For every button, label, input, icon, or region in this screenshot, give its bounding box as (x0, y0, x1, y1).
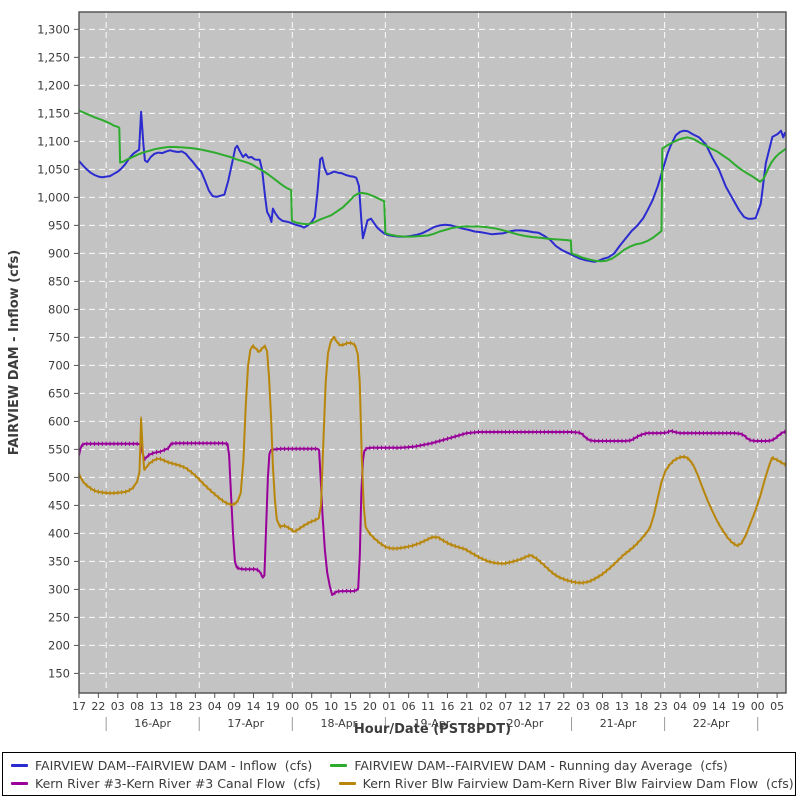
canal-flow-line-swatch (11, 781, 28, 785)
svg-text:900: 900 (48, 246, 70, 260)
svg-text:00: 00 (751, 700, 765, 713)
svg-text:650: 650 (48, 386, 70, 400)
svg-text:11: 11 (421, 700, 435, 713)
svg-text:05: 05 (305, 700, 319, 713)
svg-text:350: 350 (48, 554, 70, 568)
svg-text:18: 18 (169, 700, 183, 713)
svg-text:20: 20 (363, 700, 377, 713)
gridlines (79, 12, 786, 693)
svg-text:03: 03 (111, 700, 125, 713)
legend-label-blw-dam-flow: Kern River Blw Fairview Dam-Kern River B… (362, 775, 794, 791)
svg-text:01: 01 (382, 700, 396, 713)
y-axis-title: FAIRVIEW DAM - Inflow (cfs) (7, 249, 22, 456)
svg-text:22-Apr: 22-Apr (693, 717, 730, 730)
plot-background (79, 12, 786, 693)
svg-text:09: 09 (693, 700, 707, 713)
svg-text:22: 22 (91, 700, 105, 713)
series-3 (79, 335, 786, 585)
y-axis-ticks: 150 200 250 300 350 400 450 500 550 600 650 700 750 8… (37, 22, 79, 680)
x-axis-title: Hour/Date (PST8PDT) (353, 722, 512, 737)
legend-row-1: FAIRVIEW DAM--FAIRVIEW DAM - Inflow (cfs… (11, 758, 787, 773)
svg-text:19-Apr: 19-Apr (414, 717, 451, 730)
svg-text:10: 10 (324, 700, 338, 713)
svg-text:1,150: 1,150 (37, 106, 70, 120)
svg-text:250: 250 (48, 610, 70, 624)
blw-dam-flow-line-swatch (338, 781, 356, 785)
svg-text:02: 02 (479, 700, 493, 713)
svg-text:600: 600 (48, 414, 70, 428)
legend: FAIRVIEW DAM--FAIRVIEW DAM - Inflow (cfs… (2, 752, 796, 796)
svg-text:850: 850 (48, 274, 70, 288)
svg-text:13: 13 (150, 700, 164, 713)
svg-text:20-Apr: 20-Apr (507, 717, 544, 730)
svg-text:09: 09 (227, 700, 241, 713)
svg-text:200: 200 (48, 638, 70, 652)
date-labels: 16-Apr 17-Apr 18-Apr 19-Apr 20-Apr 21-Apr 22-A… (105, 717, 759, 731)
svg-text:450: 450 (48, 498, 70, 512)
svg-text:14: 14 (712, 700, 726, 713)
svg-text:07: 07 (499, 700, 513, 713)
legend-item-blw-dam-flow: Kern River Blw Fairview Dam-Kern River B… (338, 775, 794, 791)
svg-text:16-Apr: 16-Apr (134, 717, 171, 730)
svg-text:22: 22 (557, 700, 571, 713)
svg-text:15: 15 (343, 700, 357, 713)
svg-text:17: 17 (72, 700, 86, 713)
svg-text:1,300: 1,300 (37, 22, 70, 36)
svg-text:550: 550 (48, 442, 70, 456)
svg-text:23: 23 (654, 700, 668, 713)
svg-text:800: 800 (48, 302, 70, 316)
svg-text:21-Apr: 21-Apr (600, 717, 637, 730)
legend-row-2: Kern River #3-Kern River #3 Canal Flow (… (11, 776, 794, 791)
svg-text:150: 150 (48, 666, 70, 680)
svg-text:1,000: 1,000 (37, 190, 70, 204)
x-axis-ticks: 17 22 03 08 13 18 23 04 09 14 19 00 05 10 15 20 01 06 11 16… (72, 693, 784, 713)
svg-text:08: 08 (596, 700, 610, 713)
inflow-line-swatch (11, 763, 28, 767)
svg-text:12: 12 (518, 700, 532, 713)
svg-text:23: 23 (188, 700, 202, 713)
svg-text:950: 950 (48, 218, 70, 232)
svg-text:14: 14 (247, 700, 261, 713)
svg-text:750: 750 (48, 330, 70, 344)
svg-text:19: 19 (266, 700, 280, 713)
svg-text:1,250: 1,250 (37, 50, 70, 64)
legend-item-inflow: FAIRVIEW DAM--FAIRVIEW DAM - Inflow (cfs… (11, 758, 312, 773)
chart-canvas: 1502002503003504004505005506006507007508… (37, 11, 787, 731)
svg-text:17-Apr: 17-Apr (227, 717, 264, 730)
svg-text:21: 21 (460, 700, 474, 713)
running-avg-line-swatch (330, 763, 348, 767)
legend-label-inflow: FAIRVIEW DAM--FAIRVIEW DAM - Inflow (cfs… (35, 757, 313, 773)
svg-text:03: 03 (576, 700, 590, 713)
legend-label-canal-flow: Kern River #3-Kern River #3 Canal Flow (… (35, 775, 321, 791)
series-2 (79, 429, 786, 596)
svg-text:18: 18 (634, 700, 648, 713)
legend-item-running-avg: FAIRVIEW DAM--FAIRVIEW DAM - Running day… (330, 757, 728, 773)
plot-border (78, 11, 787, 694)
svg-text:500: 500 (48, 470, 70, 484)
svg-text:19: 19 (731, 700, 745, 713)
svg-text:00: 00 (285, 700, 299, 713)
svg-text:08: 08 (130, 700, 144, 713)
series-0 (79, 110, 786, 263)
svg-text:06: 06 (402, 700, 416, 713)
svg-text:05: 05 (770, 700, 784, 713)
svg-text:18-Apr: 18-Apr (320, 717, 357, 730)
svg-text:1,200: 1,200 (37, 78, 70, 92)
svg-text:700: 700 (48, 358, 70, 372)
svg-text:1,050: 1,050 (37, 162, 70, 176)
svg-text:1,100: 1,100 (37, 134, 70, 148)
svg-text:400: 400 (48, 526, 70, 540)
chart-area: 150 200 250 300 350 400 450 500 550 600 650 700 750 8… (7, 11, 787, 737)
svg-text:17: 17 (537, 700, 551, 713)
svg-text:04: 04 (208, 700, 222, 713)
svg-text:16: 16 (440, 700, 454, 713)
svg-text:13: 13 (615, 700, 629, 713)
series-1 (79, 109, 786, 263)
svg-text:300: 300 (48, 582, 70, 596)
svg-text:04: 04 (673, 700, 687, 713)
legend-label-running-avg: FAIRVIEW DAM--FAIRVIEW DAM - Running day… (354, 757, 728, 773)
legend-item-canal-flow: Kern River #3-Kern River #3 Canal Flow (… (11, 776, 321, 791)
